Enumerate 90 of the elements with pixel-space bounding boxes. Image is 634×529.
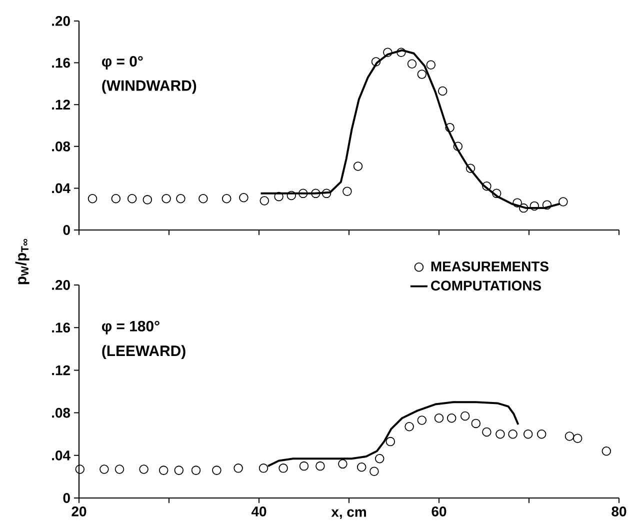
point xyxy=(88,194,98,204)
point xyxy=(260,196,270,206)
point xyxy=(426,60,436,70)
point xyxy=(176,194,186,204)
point xyxy=(453,142,463,152)
point xyxy=(404,422,414,432)
point xyxy=(212,466,222,475)
annotation: (LEEWARD) xyxy=(102,345,186,360)
point xyxy=(542,200,552,210)
point xyxy=(100,464,109,474)
point xyxy=(222,194,232,204)
point xyxy=(558,197,568,206)
point xyxy=(370,466,379,476)
y-tick-label: .12 xyxy=(52,365,70,376)
point xyxy=(127,194,137,204)
point xyxy=(482,181,492,191)
point xyxy=(286,190,296,200)
x-axis-title: x, cm xyxy=(331,509,366,519)
y-tick-label: .16 xyxy=(52,322,70,333)
point xyxy=(278,464,288,473)
point xyxy=(111,194,121,204)
point xyxy=(239,192,248,202)
point xyxy=(356,462,366,472)
point xyxy=(438,86,448,96)
point xyxy=(234,464,243,473)
point xyxy=(602,446,612,456)
point xyxy=(299,461,309,471)
point xyxy=(371,57,381,66)
point xyxy=(434,413,444,423)
annotation: φ = 0° xyxy=(102,56,143,70)
point xyxy=(471,418,481,428)
point xyxy=(460,411,470,421)
point xyxy=(508,429,518,439)
x-tick-label: 60 xyxy=(432,506,446,516)
point xyxy=(396,48,406,57)
y-tick-label: 0 xyxy=(63,493,70,503)
y-tick-label: .16 xyxy=(52,58,70,68)
point xyxy=(298,188,308,198)
y-tick-label: .12 xyxy=(52,100,70,110)
point xyxy=(492,188,502,198)
y-tick-label: .08 xyxy=(52,141,70,152)
point xyxy=(338,459,348,469)
point xyxy=(523,429,533,439)
point xyxy=(518,203,528,213)
point xyxy=(322,188,332,198)
point xyxy=(311,188,320,198)
point xyxy=(383,48,392,57)
y-tick-label: .20 xyxy=(52,280,70,290)
point xyxy=(496,429,505,439)
y-axis-title: p$_{W}$/p$_{T∞}$ xyxy=(15,238,30,284)
y-tick-label: .08 xyxy=(52,408,70,418)
point xyxy=(316,461,325,471)
x-tick-label: 20 xyxy=(72,506,86,516)
point xyxy=(174,466,184,475)
point xyxy=(142,195,152,204)
y-tick-label: .04 xyxy=(52,450,70,460)
point xyxy=(445,122,454,132)
point xyxy=(75,464,85,474)
point xyxy=(353,162,363,171)
point xyxy=(536,429,546,439)
y-tick-label: 0 xyxy=(63,225,70,235)
point xyxy=(342,186,352,196)
point xyxy=(114,464,124,474)
point xyxy=(446,413,456,423)
point xyxy=(530,201,540,211)
point xyxy=(482,427,492,437)
point xyxy=(466,164,476,173)
point xyxy=(162,194,171,204)
point xyxy=(198,194,208,204)
x-tick-label: 80 xyxy=(612,506,626,516)
point xyxy=(564,432,574,441)
x-tick-label: 40 xyxy=(251,506,266,516)
point xyxy=(417,70,427,79)
point xyxy=(407,59,417,68)
annotation: (WINDWARD) xyxy=(102,80,196,94)
point xyxy=(386,436,396,446)
point xyxy=(258,464,268,473)
point xyxy=(158,466,168,475)
legend-label: COMPUTATIONS xyxy=(431,280,541,291)
point xyxy=(512,198,522,208)
legend-label: MEASUREMENTS xyxy=(431,261,548,272)
y-tick-label: .04 xyxy=(52,183,70,194)
point xyxy=(374,454,384,464)
y-tick-label: .20 xyxy=(52,16,70,26)
annotation: φ = 180° xyxy=(102,320,160,334)
point xyxy=(417,416,427,425)
point xyxy=(191,466,201,475)
point xyxy=(139,464,148,474)
point xyxy=(274,192,284,202)
point xyxy=(572,434,582,443)
